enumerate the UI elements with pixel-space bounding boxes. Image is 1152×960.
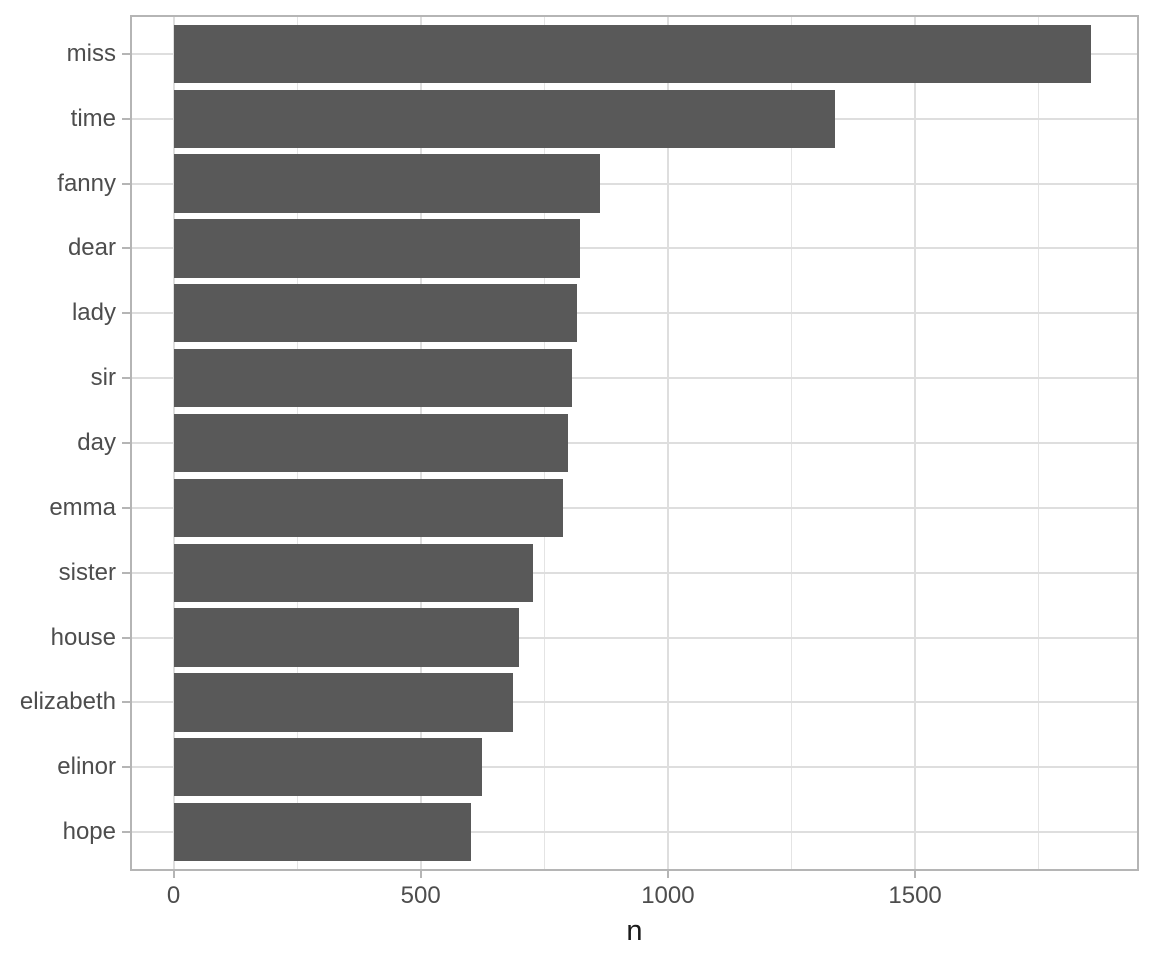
x-tick xyxy=(914,871,917,878)
y-tick-label: hope xyxy=(62,818,116,846)
bar-dear xyxy=(173,219,580,278)
y-tick xyxy=(122,766,130,769)
bar-elizabeth xyxy=(173,673,514,732)
y-tick-label: emma xyxy=(49,493,116,521)
y-tick xyxy=(122,312,130,315)
bar-elinor xyxy=(173,738,482,797)
gridline-major-horizontal xyxy=(130,571,1139,574)
y-tick xyxy=(122,571,130,574)
y-tick-label: time xyxy=(70,104,116,132)
x-axis-title: n xyxy=(626,915,643,947)
y-tick-label: house xyxy=(50,623,116,651)
gridline-major-horizontal xyxy=(130,831,1139,834)
y-tick xyxy=(122,506,130,509)
bar-fanny xyxy=(173,154,600,213)
y-tick-label: lady xyxy=(71,299,116,327)
y-tick-label: day xyxy=(77,429,116,456)
x-tick xyxy=(172,871,175,878)
x-tick xyxy=(666,871,669,878)
y-tick xyxy=(122,377,130,380)
x-tick-label: 500 xyxy=(400,882,441,909)
y-tick-label: sir xyxy=(90,364,116,392)
y-tick-label: elinor xyxy=(57,753,116,781)
gridline-major-horizontal xyxy=(130,701,1139,704)
y-tick xyxy=(122,182,130,185)
x-tick-label: 1000 xyxy=(641,882,695,909)
y-tick xyxy=(122,831,130,834)
x-tick xyxy=(419,871,422,878)
gridline-major-horizontal xyxy=(130,312,1139,315)
bar-hope xyxy=(173,802,471,862)
bar-lady xyxy=(173,284,578,343)
gridline-major-horizontal xyxy=(130,766,1139,769)
y-tick-label: fanny xyxy=(57,169,116,197)
y-tick-label: sister xyxy=(58,558,116,586)
y-tick-label: miss xyxy=(66,39,116,67)
bar-miss xyxy=(173,24,1091,84)
gridline-major-horizontal xyxy=(130,636,1139,639)
bar-time xyxy=(173,89,835,148)
y-tick xyxy=(122,442,130,444)
gridline-major-horizontal xyxy=(130,506,1139,509)
bar-emma xyxy=(173,478,563,538)
y-tick-label: elizabeth xyxy=(19,688,116,716)
gridline-major-horizontal xyxy=(130,247,1139,250)
bar-sir xyxy=(173,348,572,408)
gridline-major-horizontal xyxy=(130,377,1139,380)
y-tick xyxy=(122,52,130,55)
bar-day xyxy=(173,413,568,473)
y-tick xyxy=(122,117,130,120)
y-tick xyxy=(122,247,130,250)
y-tick-label: dear xyxy=(67,234,116,262)
gridline-major-horizontal xyxy=(130,442,1139,444)
bar-house xyxy=(173,608,520,667)
x-tick-label: 1500 xyxy=(888,882,942,909)
plot-panel xyxy=(130,15,1139,871)
y-tick xyxy=(122,701,130,704)
y-tick xyxy=(122,636,130,639)
x-tick-label: 0 xyxy=(166,882,181,909)
gridline-major-horizontal xyxy=(130,182,1139,185)
bar-sister xyxy=(173,543,533,602)
